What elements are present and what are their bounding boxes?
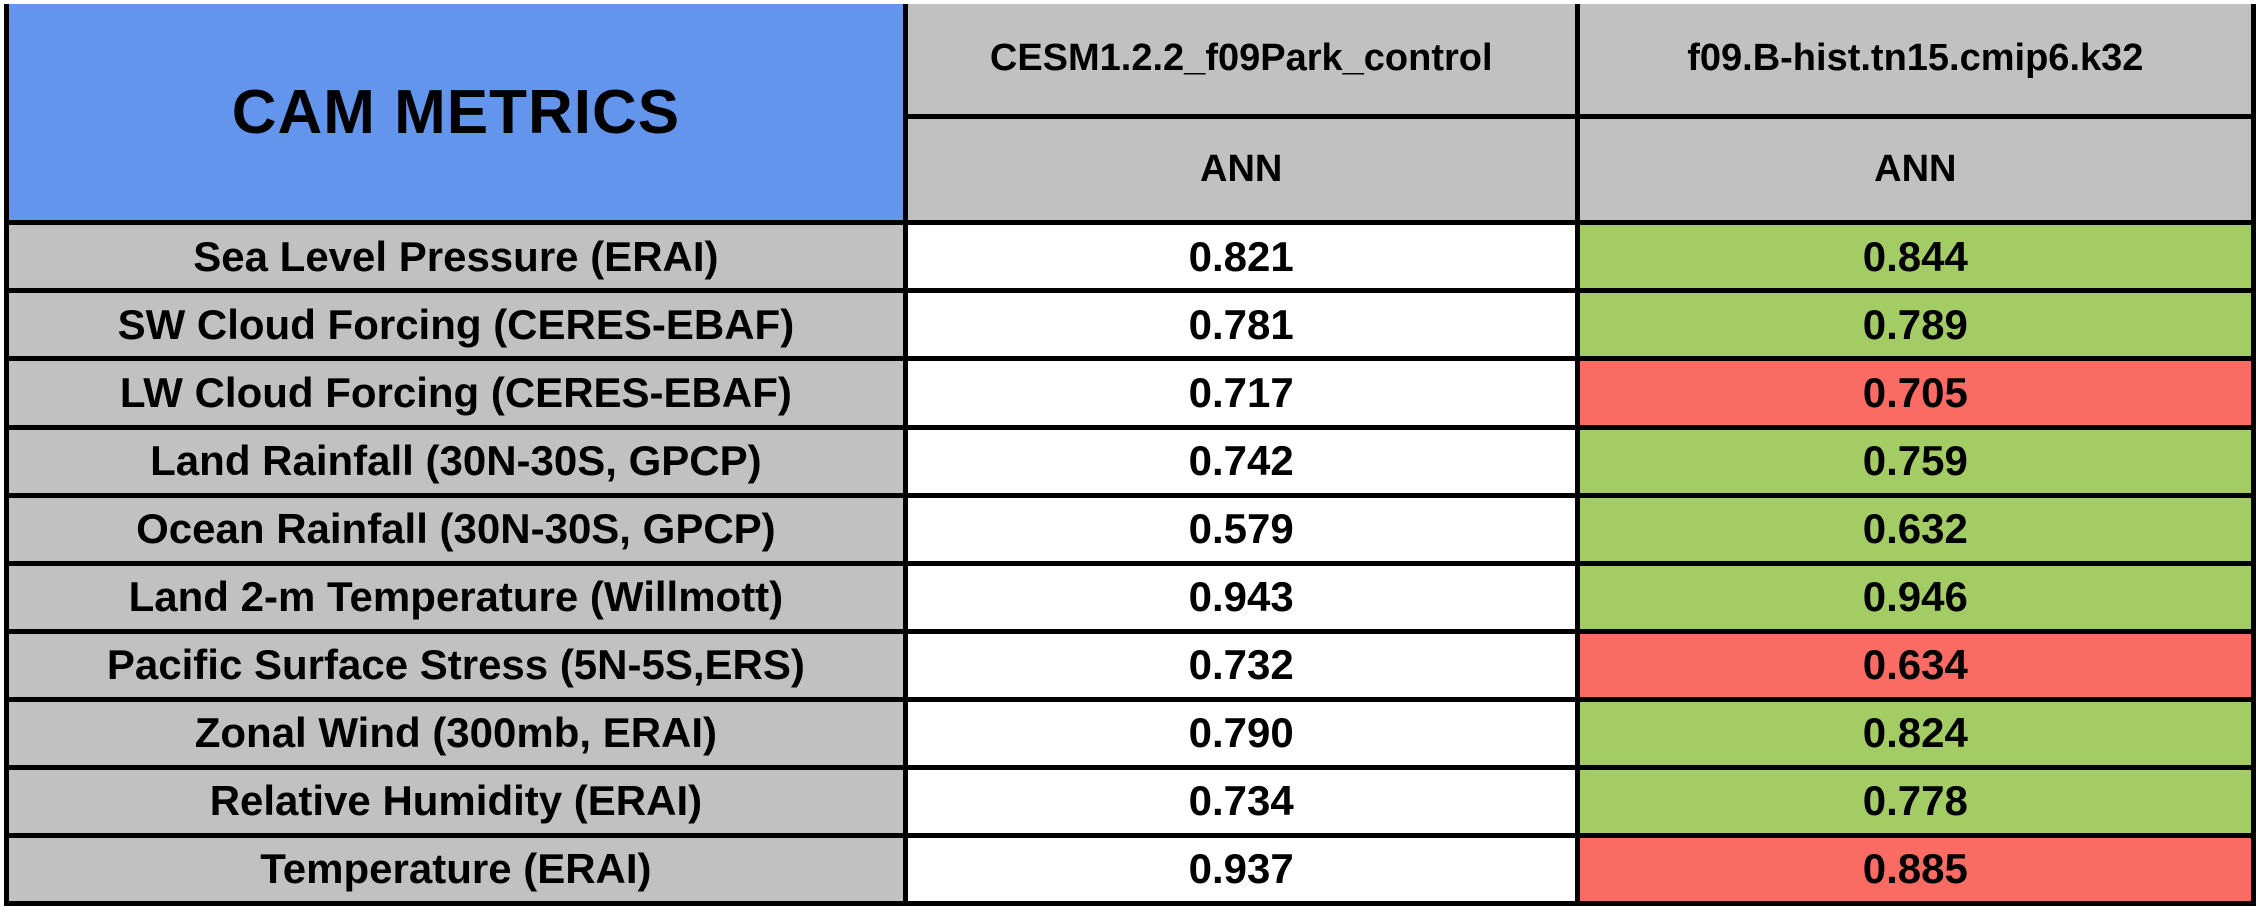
experiment-value: 0.885 [1574,832,2257,907]
table-row: Land 2-m Temperature (Willmott) 0.943 0.… [4,560,2257,634]
column-header-control: CESM1.2.2_f09Park_control [902,4,1580,119]
control-value: 0.579 [902,492,1580,566]
metric-label: Temperature (ERAI) [4,832,908,907]
model-header-row: CAM METRICS CESM1.2.2_f09Park_control f0… [4,4,2257,226]
experiment-value: 0.844 [1574,220,2257,294]
cam-metrics-table: CAM METRICS CESM1.2.2_f09Park_control f0… [4,4,2257,907]
metric-label: Zonal Wind (300mb, ERAI) [4,696,908,770]
control-value: 0.937 [902,832,1580,907]
table-row: LW Cloud Forcing (CERES-EBAF) 0.717 0.70… [4,356,2257,430]
season-header-row: ANN ANN [7,113,2257,226]
table-row: Zonal Wind (300mb, ERAI) 0.790 0.824 [4,696,2257,770]
control-value: 0.781 [902,288,1580,362]
table-row: SW Cloud Forcing (CERES-EBAF) 0.781 0.78… [4,288,2257,362]
season-subheader-control: ANN [902,113,1580,226]
control-value: 0.943 [902,560,1580,634]
experiment-value: 0.759 [1574,424,2257,498]
control-value: 0.734 [902,764,1580,838]
metric-label: Land 2-m Temperature (Willmott) [4,560,908,634]
table-row: Pacific Surface Stress (5N-5S,ERS) 0.732… [4,628,2257,702]
metric-label: Ocean Rainfall (30N-30S, GPCP) [4,492,908,566]
control-value: 0.732 [902,628,1580,702]
table-title: CAM METRICS [4,4,908,226]
experiment-value: 0.632 [1574,492,2257,566]
column-header-experiment: f09.B-hist.tn15.cmip6.k32 [1574,4,2257,119]
table-row: Land Rainfall (30N-30S, GPCP) 0.742 0.75… [4,424,2257,498]
experiment-value: 0.946 [1574,560,2257,634]
control-value: 0.742 [902,424,1580,498]
table-row: Sea Level Pressure (ERAI) 0.821 0.844 [4,220,2257,294]
experiment-value: 0.705 [1574,356,2257,430]
experiment-value: 0.789 [1574,288,2257,362]
metric-label: Sea Level Pressure (ERAI) [4,220,908,294]
control-value: 0.821 [902,220,1580,294]
metric-label: Pacific Surface Stress (5N-5S,ERS) [4,628,908,702]
control-value: 0.717 [902,356,1580,430]
table-row: Relative Humidity (ERAI) 0.734 0.778 [4,764,2257,838]
experiment-value: 0.778 [1574,764,2257,838]
metric-label: Land Rainfall (30N-30S, GPCP) [4,424,908,498]
table-row: Ocean Rainfall (30N-30S, GPCP) 0.579 0.6… [4,492,2257,566]
control-value: 0.790 [902,696,1580,770]
metric-label: LW Cloud Forcing (CERES-EBAF) [4,356,908,430]
table-row: Temperature (ERAI) 0.937 0.885 [4,832,2257,907]
experiment-value: 0.824 [1574,696,2257,770]
season-subheader-experiment: ANN [1574,113,2257,226]
metric-label: Relative Humidity (ERAI) [4,764,908,838]
experiment-value: 0.634 [1574,628,2257,702]
metric-label: SW Cloud Forcing (CERES-EBAF) [4,288,908,362]
